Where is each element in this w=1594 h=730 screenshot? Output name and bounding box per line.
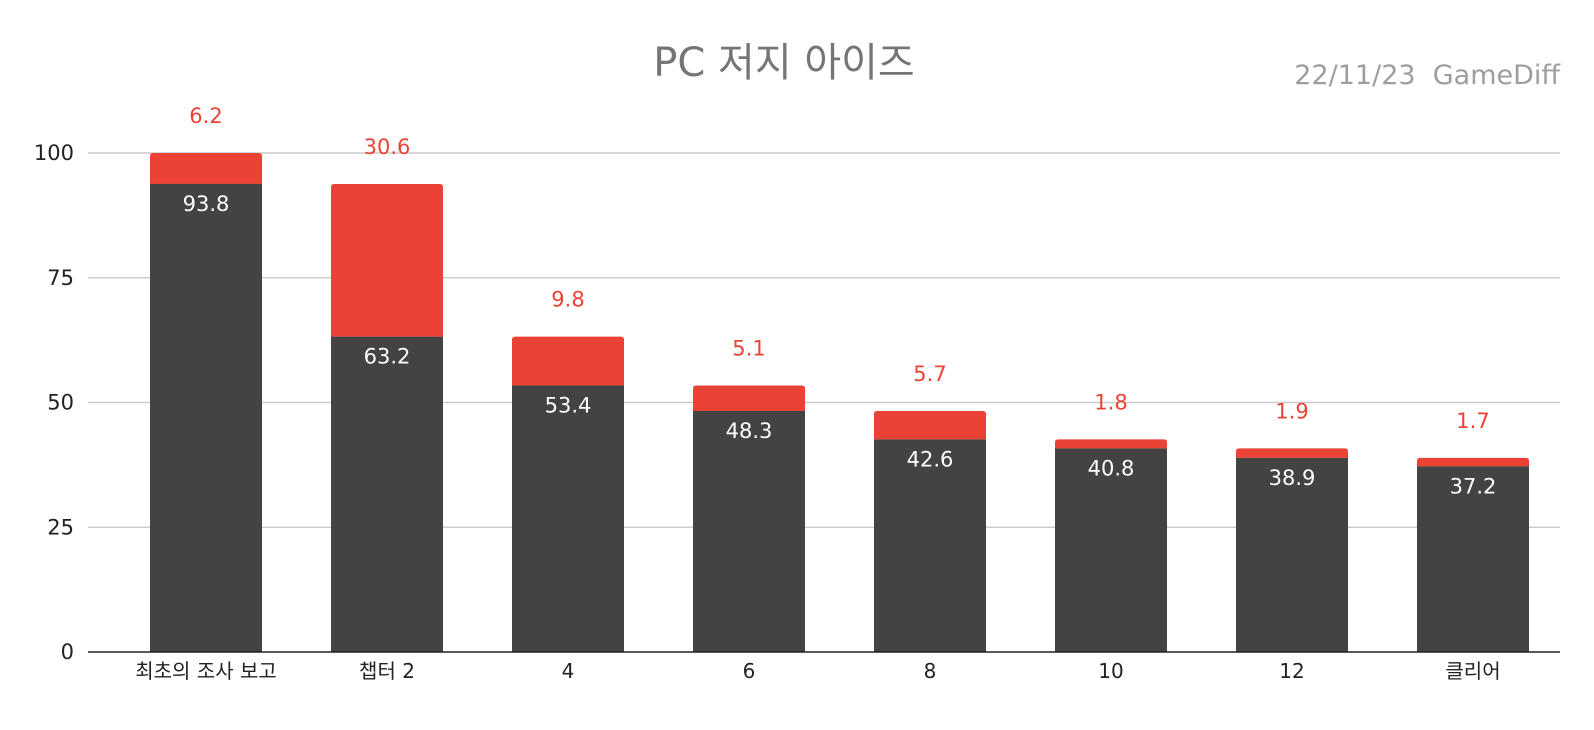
bar-segment-top	[874, 410, 986, 440]
data-label-top: 5.1	[732, 337, 765, 361]
x-axis: 최초의 조사 보고 챕터 2 4 6 8 10 12 클리어	[88, 651, 1560, 683]
bar-segment-base	[874, 439, 986, 652]
bar-stack: 53.4 9.8	[512, 288, 624, 652]
data-label-base: 48.3	[726, 419, 773, 443]
bar-segment-top	[331, 183, 443, 337]
x-tick-label: 10	[1098, 659, 1123, 683]
bar-segment-base	[1055, 448, 1167, 652]
data-label-top: 9.8	[551, 288, 584, 312]
data-label-top: 6.2	[189, 104, 222, 128]
bar-segment-base	[693, 410, 805, 652]
y-tick-label: 25	[47, 515, 74, 539]
x-tick-label: 6	[743, 659, 756, 683]
x-tick-label: 클리어	[1445, 659, 1500, 683]
data-label-base: 53.4	[545, 394, 592, 418]
bar-segment-base	[1236, 457, 1348, 652]
bar-segment-base	[150, 183, 262, 653]
data-label-base: 38.9	[1269, 466, 1316, 490]
chart-credit: 22/11/23 GameDiff	[1294, 60, 1561, 91]
x-tick-label: 4	[562, 659, 575, 683]
bar-stack: 48.3 5.1	[693, 337, 805, 652]
bars: 93.8 6.2 63.2 30.6 53.4 9.8 48.3 5.1 42.6 5.7 40.8…	[150, 104, 1529, 653]
data-label-top: 5.7	[913, 362, 946, 386]
y-tick-label: 0	[61, 640, 74, 664]
bar-segment-top	[512, 336, 624, 386]
data-label-top: 1.8	[1094, 390, 1127, 414]
y-tick-label: 75	[47, 266, 74, 290]
bar-stack: 42.6 5.7	[874, 362, 986, 652]
bar-segment-base	[331, 336, 443, 652]
data-label-base: 37.2	[1450, 474, 1497, 498]
x-tick-label: 최초의 조사 보고	[135, 659, 277, 683]
x-tick-label: 8	[924, 659, 937, 683]
bar-stack: 93.8 6.2	[150, 104, 262, 653]
y-tick-label: 100	[34, 141, 74, 165]
data-label-top: 1.9	[1275, 399, 1308, 423]
bar-stack: 38.9 1.9	[1236, 399, 1348, 652]
bar-stack: 40.8 1.8	[1055, 390, 1167, 652]
bar-segment-base	[512, 385, 624, 652]
y-axis: 0 25 50 75 100	[34, 141, 74, 664]
bar-segment-top	[1417, 457, 1529, 467]
bar-segment-base	[1417, 466, 1529, 652]
y-tick-label: 50	[47, 391, 74, 415]
bar-segment-top	[150, 153, 262, 184]
data-label-base: 63.2	[364, 345, 411, 369]
data-label-base: 40.8	[1088, 456, 1135, 480]
bar-stack: 37.2 1.7	[1417, 409, 1529, 652]
x-tick-label: 챕터 2	[359, 659, 415, 683]
bar-stack: 63.2 30.6	[331, 135, 443, 652]
bar-segment-top	[1236, 448, 1348, 458]
chart-title: PC 저지 아이즈	[653, 40, 914, 86]
data-label-base: 42.6	[907, 447, 954, 471]
data-label-base: 93.8	[183, 192, 230, 216]
data-label-top: 1.7	[1456, 409, 1489, 433]
bar-segment-top	[1055, 439, 1167, 449]
bar-segment-top	[693, 385, 805, 411]
data-label-top: 30.6	[364, 135, 411, 159]
x-tick-label: 12	[1279, 659, 1304, 683]
